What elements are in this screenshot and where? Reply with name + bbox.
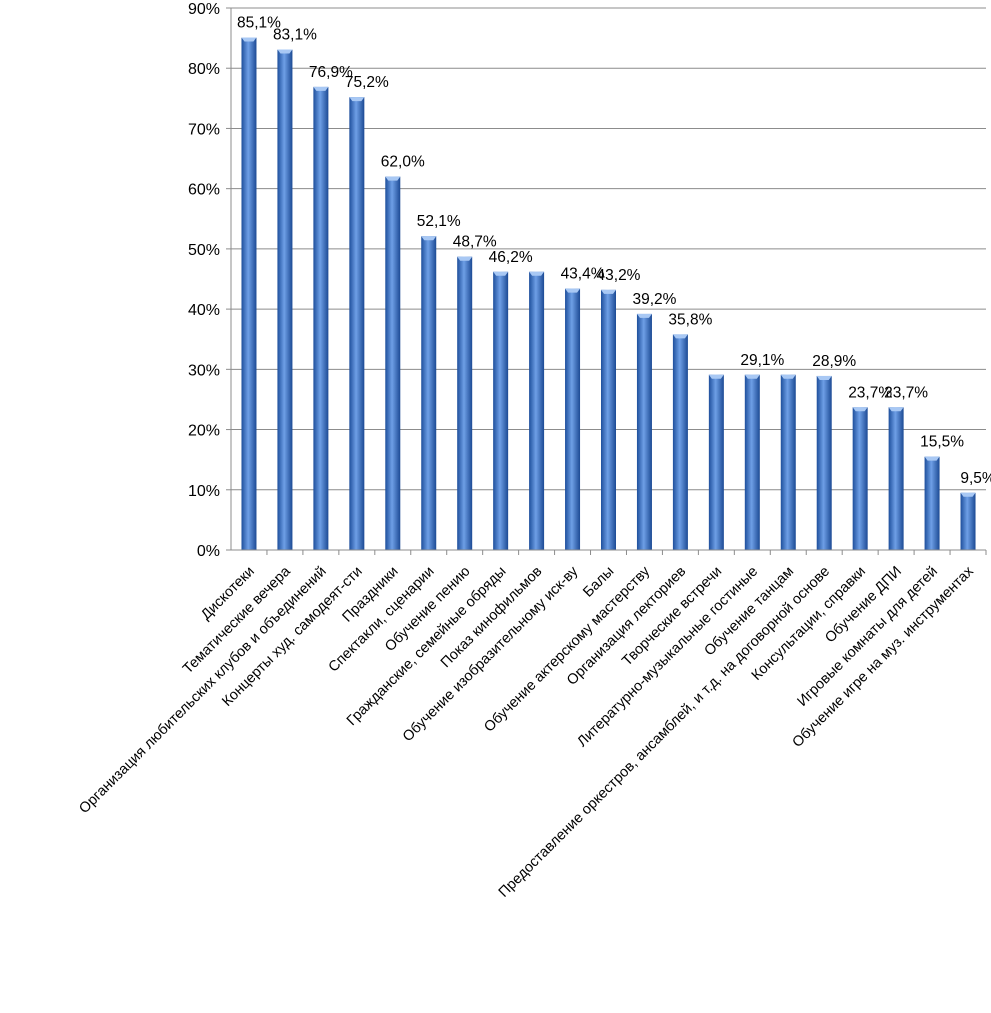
- data-label: 23,7%: [884, 384, 928, 401]
- data-label: 48,7%: [453, 234, 497, 251]
- bar: [457, 256, 473, 550]
- data-label: 83,1%: [273, 27, 317, 44]
- data-labels: 85,1%83,1% 76,9%75,2% 62,0% 52,1% 48,7%46,2%…: [237, 15, 991, 487]
- bar: [636, 313, 652, 550]
- data-label: 85,1%: [237, 15, 281, 32]
- y-tick-label: 50%: [188, 242, 220, 259]
- data-label: 28,9%: [812, 353, 856, 370]
- data-label: 62,0%: [381, 154, 425, 171]
- bar: [241, 37, 257, 550]
- bar: [744, 374, 760, 550]
- y-tick-label: 90%: [188, 1, 220, 18]
- bar: [780, 374, 796, 550]
- category-label: Организация любительских клубов и объеди…: [76, 564, 329, 817]
- y-tick-label: 20%: [188, 423, 220, 440]
- y-tick-label: 70%: [188, 121, 220, 138]
- bar: [888, 407, 904, 550]
- bar: [529, 271, 545, 550]
- data-label: 75,2%: [345, 74, 389, 91]
- bar-top: [601, 289, 616, 294]
- bar: [708, 374, 724, 550]
- bar: [816, 375, 832, 550]
- data-label: 29,1%: [740, 352, 784, 369]
- bar-top: [672, 334, 688, 339]
- bar: [601, 289, 616, 550]
- data-label: 39,2%: [632, 291, 676, 308]
- data-label: 46,2%: [489, 249, 533, 266]
- bar: [421, 236, 437, 550]
- bar: [565, 288, 581, 550]
- bar-top: [852, 407, 868, 412]
- data-label: 76,9%: [309, 64, 353, 81]
- bars: [241, 37, 976, 550]
- bar: [385, 176, 401, 550]
- y-tick-label: 60%: [188, 182, 220, 199]
- bar-top: [816, 375, 832, 380]
- y-tick-label: 10%: [188, 483, 220, 500]
- bar-top: [493, 271, 509, 276]
- bar-top: [708, 374, 724, 379]
- bar: [277, 49, 293, 550]
- bar: [924, 456, 940, 550]
- bar-top: [960, 492, 976, 497]
- data-label: 23,7%: [848, 384, 892, 401]
- bar: [672, 334, 688, 550]
- bar-top: [744, 374, 760, 379]
- y-tick-label: 0%: [197, 543, 220, 560]
- bar-top: [241, 37, 257, 42]
- bar-top: [421, 236, 437, 241]
- data-label: 43,4%: [561, 266, 605, 283]
- data-label: 43,2%: [597, 267, 641, 284]
- y-tick-label: 40%: [188, 302, 220, 319]
- bar-top: [277, 49, 293, 54]
- bar-top: [313, 86, 329, 91]
- data-label: 15,5%: [920, 434, 964, 451]
- data-label: 52,1%: [417, 213, 461, 230]
- bar: [313, 86, 329, 550]
- data-label: 9,5%: [960, 470, 991, 487]
- y-axis: 0% 10% 20% 30% 40% 50% 60% 70% 80% 90%: [188, 1, 232, 560]
- bar-top: [529, 271, 545, 276]
- bar-top: [457, 256, 473, 261]
- bar-top: [924, 456, 940, 461]
- bar: [493, 271, 509, 550]
- bar: [960, 492, 976, 550]
- bar-top: [888, 407, 904, 412]
- bar-top: [349, 97, 365, 102]
- data-label: 35,8%: [668, 311, 712, 328]
- bar-top: [385, 176, 401, 181]
- bar: [349, 97, 365, 550]
- bar-top: [780, 374, 796, 379]
- bar-top: [565, 288, 581, 293]
- bar: [852, 407, 868, 550]
- y-tick-label: 30%: [188, 362, 220, 379]
- y-tick-label: 80%: [188, 61, 220, 78]
- bar-top: [636, 313, 652, 318]
